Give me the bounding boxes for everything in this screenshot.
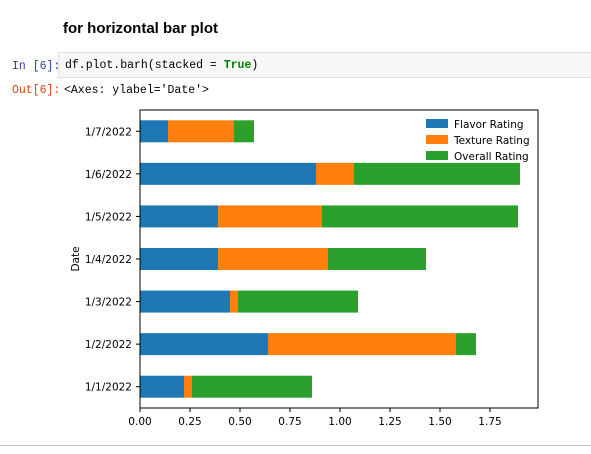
x-tick-label-4: 1.00 — [328, 416, 351, 428]
legend-swatch-0 — [426, 119, 448, 128]
bar-texture-rating-6 — [168, 120, 234, 143]
code-cell[interactable]: df.plot.barh(stacked = True) — [58, 52, 591, 78]
legend-swatch-1 — [426, 135, 448, 144]
bar-overall-rating-1 — [456, 333, 476, 356]
bar-overall-rating-6 — [234, 120, 254, 143]
bar-flavor-rating-0 — [140, 375, 184, 398]
legend-swatch-2 — [426, 151, 448, 160]
bar-overall-rating-0 — [192, 375, 312, 398]
stacked-barh-chart: 1/1/2022 1/2/2022 1/3/2022 1/4/2022 1/5/2022… — [70, 109, 539, 428]
x-tick-label-5: 1.25 — [378, 416, 401, 428]
y-tick-label-1: 1/2/2022 — [85, 339, 132, 351]
bar-flavor-rating-5 — [140, 162, 316, 185]
bar-texture-rating-4 — [218, 205, 322, 228]
bar-flavor-rating-3 — [140, 248, 218, 270]
legend-label-2: Overall Rating — [454, 151, 529, 163]
legend-label-0: Flavor Rating — [454, 119, 524, 131]
y-axis-label: Date — [70, 246, 82, 271]
x-tick-label-6: 1.50 — [428, 416, 451, 428]
y-tick-label-0: 1/1/2022 — [85, 382, 132, 394]
bar-flavor-rating-2 — [140, 290, 230, 313]
y-tick-label-4: 1/5/2022 — [85, 211, 132, 223]
bar-texture-rating-5 — [316, 162, 354, 185]
code-keyword: True — [223, 59, 252, 72]
y-tick-label-2: 1/3/2022 — [85, 297, 132, 309]
plot-frame — [139, 109, 539, 409]
y-tick-label-3: 1/4/2022 — [85, 254, 132, 266]
bar-texture-rating-3 — [218, 248, 328, 270]
bar-overall-rating-4 — [322, 205, 518, 228]
output-prompt: Out[6]: — [12, 84, 61, 97]
markdown-heading: for horizontal bar plot — [63, 20, 218, 37]
x-tick-label-7: 1.75 — [478, 416, 501, 428]
y-tick-label-6: 1/7/2022 — [85, 126, 132, 138]
bar-texture-rating-2 — [230, 290, 238, 313]
x-tick-label-3: 0.75 — [278, 416, 301, 428]
input-prompt: In [6]: — [12, 60, 61, 73]
code-close: ) — [251, 59, 259, 72]
bar-texture-rating-0 — [184, 375, 192, 398]
output-text: <Axes: ylabel='Date'> — [64, 84, 209, 97]
x-tick-label-2: 0.50 — [228, 416, 251, 428]
bar-texture-rating-1 — [268, 333, 456, 356]
bar-flavor-rating-6 — [140, 120, 168, 143]
code-text: df.plot.barh(stacked = — [65, 59, 224, 72]
bar-flavor-rating-4 — [140, 205, 218, 228]
bar-overall-rating-5 — [354, 162, 520, 185]
y-tick-label-5: 1/6/2022 — [85, 169, 132, 181]
code-line[interactable]: df.plot.barh(stacked = True) — [65, 59, 258, 72]
legend-label-1: Texture Rating — [453, 135, 530, 147]
cell-divider — [0, 445, 591, 446]
x-tick-label-1: 0.25 — [178, 416, 201, 428]
bar-flavor-rating-1 — [140, 333, 268, 356]
chart-axes: 1/1/2022 1/2/2022 1/3/2022 1/4/2022 1/5/2022… — [70, 109, 539, 428]
x-tick-label-0: 0.00 — [128, 416, 151, 428]
bar-overall-rating-2 — [238, 290, 358, 313]
bar-overall-rating-3 — [328, 248, 426, 270]
